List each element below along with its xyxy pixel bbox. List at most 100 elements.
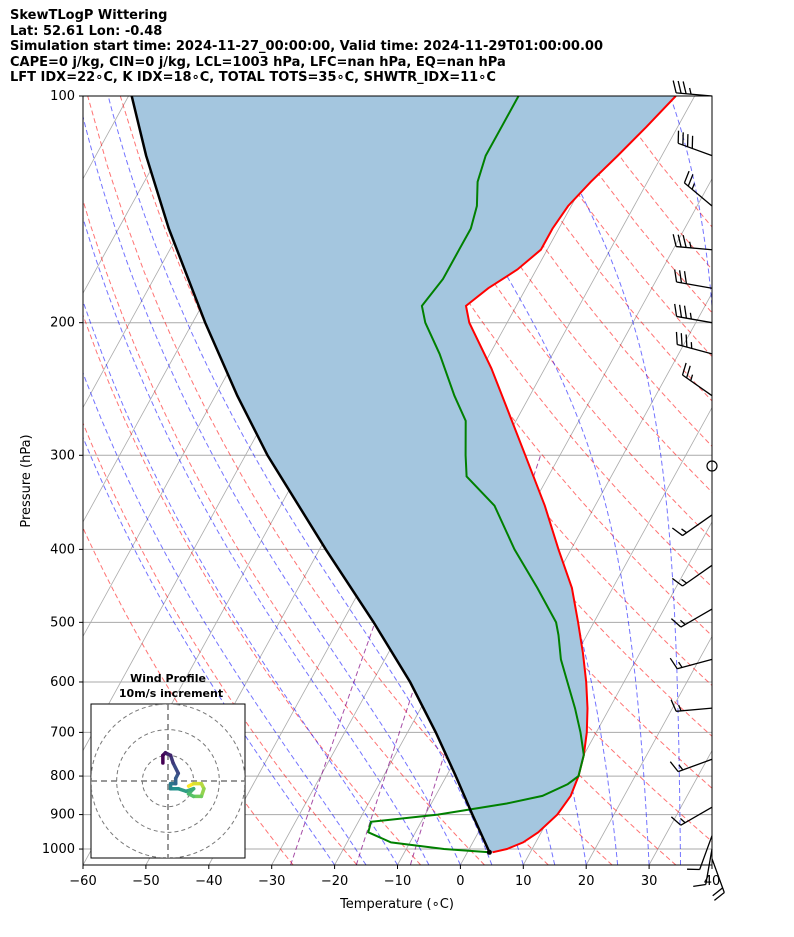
- x-tick-label: −40: [195, 874, 222, 889]
- barb-shaft: [680, 608, 713, 628]
- barb-flag: [677, 80, 682, 94]
- barb-flag: [670, 699, 677, 712]
- barb-flag: [685, 365, 691, 379]
- barb-shaft: [676, 245, 713, 251]
- barb-shaft: [680, 806, 713, 826]
- isotherm-line: [334, 177, 712, 865]
- barb-shaft: [677, 658, 713, 670]
- barb-half-flag: [690, 374, 694, 381]
- barb-half-flag: [681, 528, 687, 534]
- x-axis-title: Temperature (∘C): [339, 897, 454, 912]
- barb-half-flag: [679, 619, 686, 625]
- time-line: Simulation start time: 2024-11-27_00:00:…: [10, 39, 603, 54]
- barb-flag: [685, 334, 688, 348]
- barb-shaft: [705, 848, 713, 885]
- barb-flag: [687, 174, 694, 187]
- wind-barb: [674, 269, 713, 289]
- wind-barb: [683, 170, 713, 207]
- barb-shaft: [711, 858, 725, 893]
- barb-half-flag: [681, 578, 687, 584]
- y-tick-label: 600: [50, 675, 75, 690]
- x-tick-label: 20: [578, 874, 595, 889]
- barb-flag: [672, 234, 677, 247]
- barb-half-flag: [678, 704, 682, 712]
- barb-flag: [669, 657, 678, 670]
- barb-shaft: [682, 514, 713, 537]
- moist-adiabat-line: [107, 96, 493, 865]
- barb-shaft: [684, 182, 713, 207]
- wind-barb: [672, 80, 713, 97]
- barb-shaft: [699, 835, 713, 870]
- wind-barb: [670, 699, 713, 712]
- moist-adiabat-line: [83, 371, 367, 865]
- wind-barb: [675, 331, 713, 355]
- barb-shaft: [676, 281, 713, 289]
- wind-barb: [671, 564, 713, 587]
- moist-adiabat-line: [83, 114, 461, 865]
- barb-flag: [712, 887, 724, 897]
- x-tick-label: −60: [69, 874, 96, 889]
- y-tick-label: 400: [50, 542, 75, 557]
- barb-flag: [683, 170, 690, 184]
- barb-shaft: [676, 315, 713, 324]
- barb-shaft: [676, 92, 713, 97]
- barb-flag: [671, 527, 683, 537]
- moist-adiabat-line: [83, 436, 336, 865]
- barb-flag: [669, 761, 679, 773]
- y-axis-title: Pressure (hPa): [19, 434, 34, 527]
- barb-flag: [674, 303, 678, 317]
- wind-barb: [711, 858, 725, 901]
- y-tick-label: 800: [50, 769, 75, 784]
- barb-half-flag: [691, 183, 696, 190]
- barb-flag: [674, 269, 678, 283]
- barb-flag: [714, 892, 725, 901]
- isotherm-line: [775, 96, 794, 865]
- barb-shaft: [677, 758, 713, 773]
- x-tick-label: −10: [384, 874, 411, 889]
- hodograph-subtitle: 10m/s increment: [119, 687, 223, 700]
- wind-barb: [669, 758, 713, 773]
- barb-flag: [670, 618, 682, 628]
- x-tick-label: 30: [641, 874, 658, 889]
- dry-adiabat-line: [83, 313, 422, 865]
- barb-half-flag: [679, 818, 686, 824]
- surface-parcel-marker: [486, 849, 492, 855]
- isotherm-line: [585, 635, 712, 865]
- mixing-ratio-line: [409, 455, 542, 865]
- dry-adiabat-line: [445, 96, 712, 447]
- barb-flag: [683, 305, 688, 319]
- dry-adiabat-line: [380, 96, 712, 540]
- barb-flag: [681, 362, 687, 376]
- barb-flag: [682, 234, 687, 248]
- barb-flag: [670, 816, 682, 826]
- barb-half-flag: [678, 661, 683, 668]
- wind-barb: [677, 130, 713, 157]
- barb-half-flag: [688, 87, 692, 95]
- lat-lon-line: Lat: 52.61 Lon: -0.48: [10, 23, 163, 39]
- dry-adiabat-line: [83, 526, 294, 865]
- dewpoint-line: [367, 96, 585, 854]
- dry-adiabat-line: [347, 96, 712, 588]
- barb-flag: [683, 271, 688, 284]
- barb-flag: [678, 270, 683, 283]
- barb-flag: [672, 80, 677, 94]
- moist-adiabat-line: [83, 216, 430, 865]
- barb-flag: [693, 883, 706, 887]
- wind-barb: [670, 806, 713, 826]
- dry-adiabat-line: [608, 96, 712, 228]
- hodograph-title: Wind Profile: [130, 672, 206, 685]
- y-tick-label: 500: [50, 615, 75, 630]
- moist-adiabat-line: [744, 96, 780, 865]
- wind-barb: [681, 362, 713, 397]
- isotherm-line: [83, 96, 192, 295]
- barb-half-flag: [688, 241, 692, 249]
- wind-barb: [672, 234, 713, 251]
- x-tick-label: −30: [258, 874, 285, 889]
- barb-flag: [671, 577, 683, 587]
- wind-barb: [693, 848, 713, 887]
- x-tick-label: 10: [515, 874, 532, 889]
- barb-half-flag: [689, 312, 692, 320]
- barb-half-flag: [678, 764, 684, 771]
- wind-barb: [670, 608, 713, 628]
- barb-flag: [677, 234, 682, 248]
